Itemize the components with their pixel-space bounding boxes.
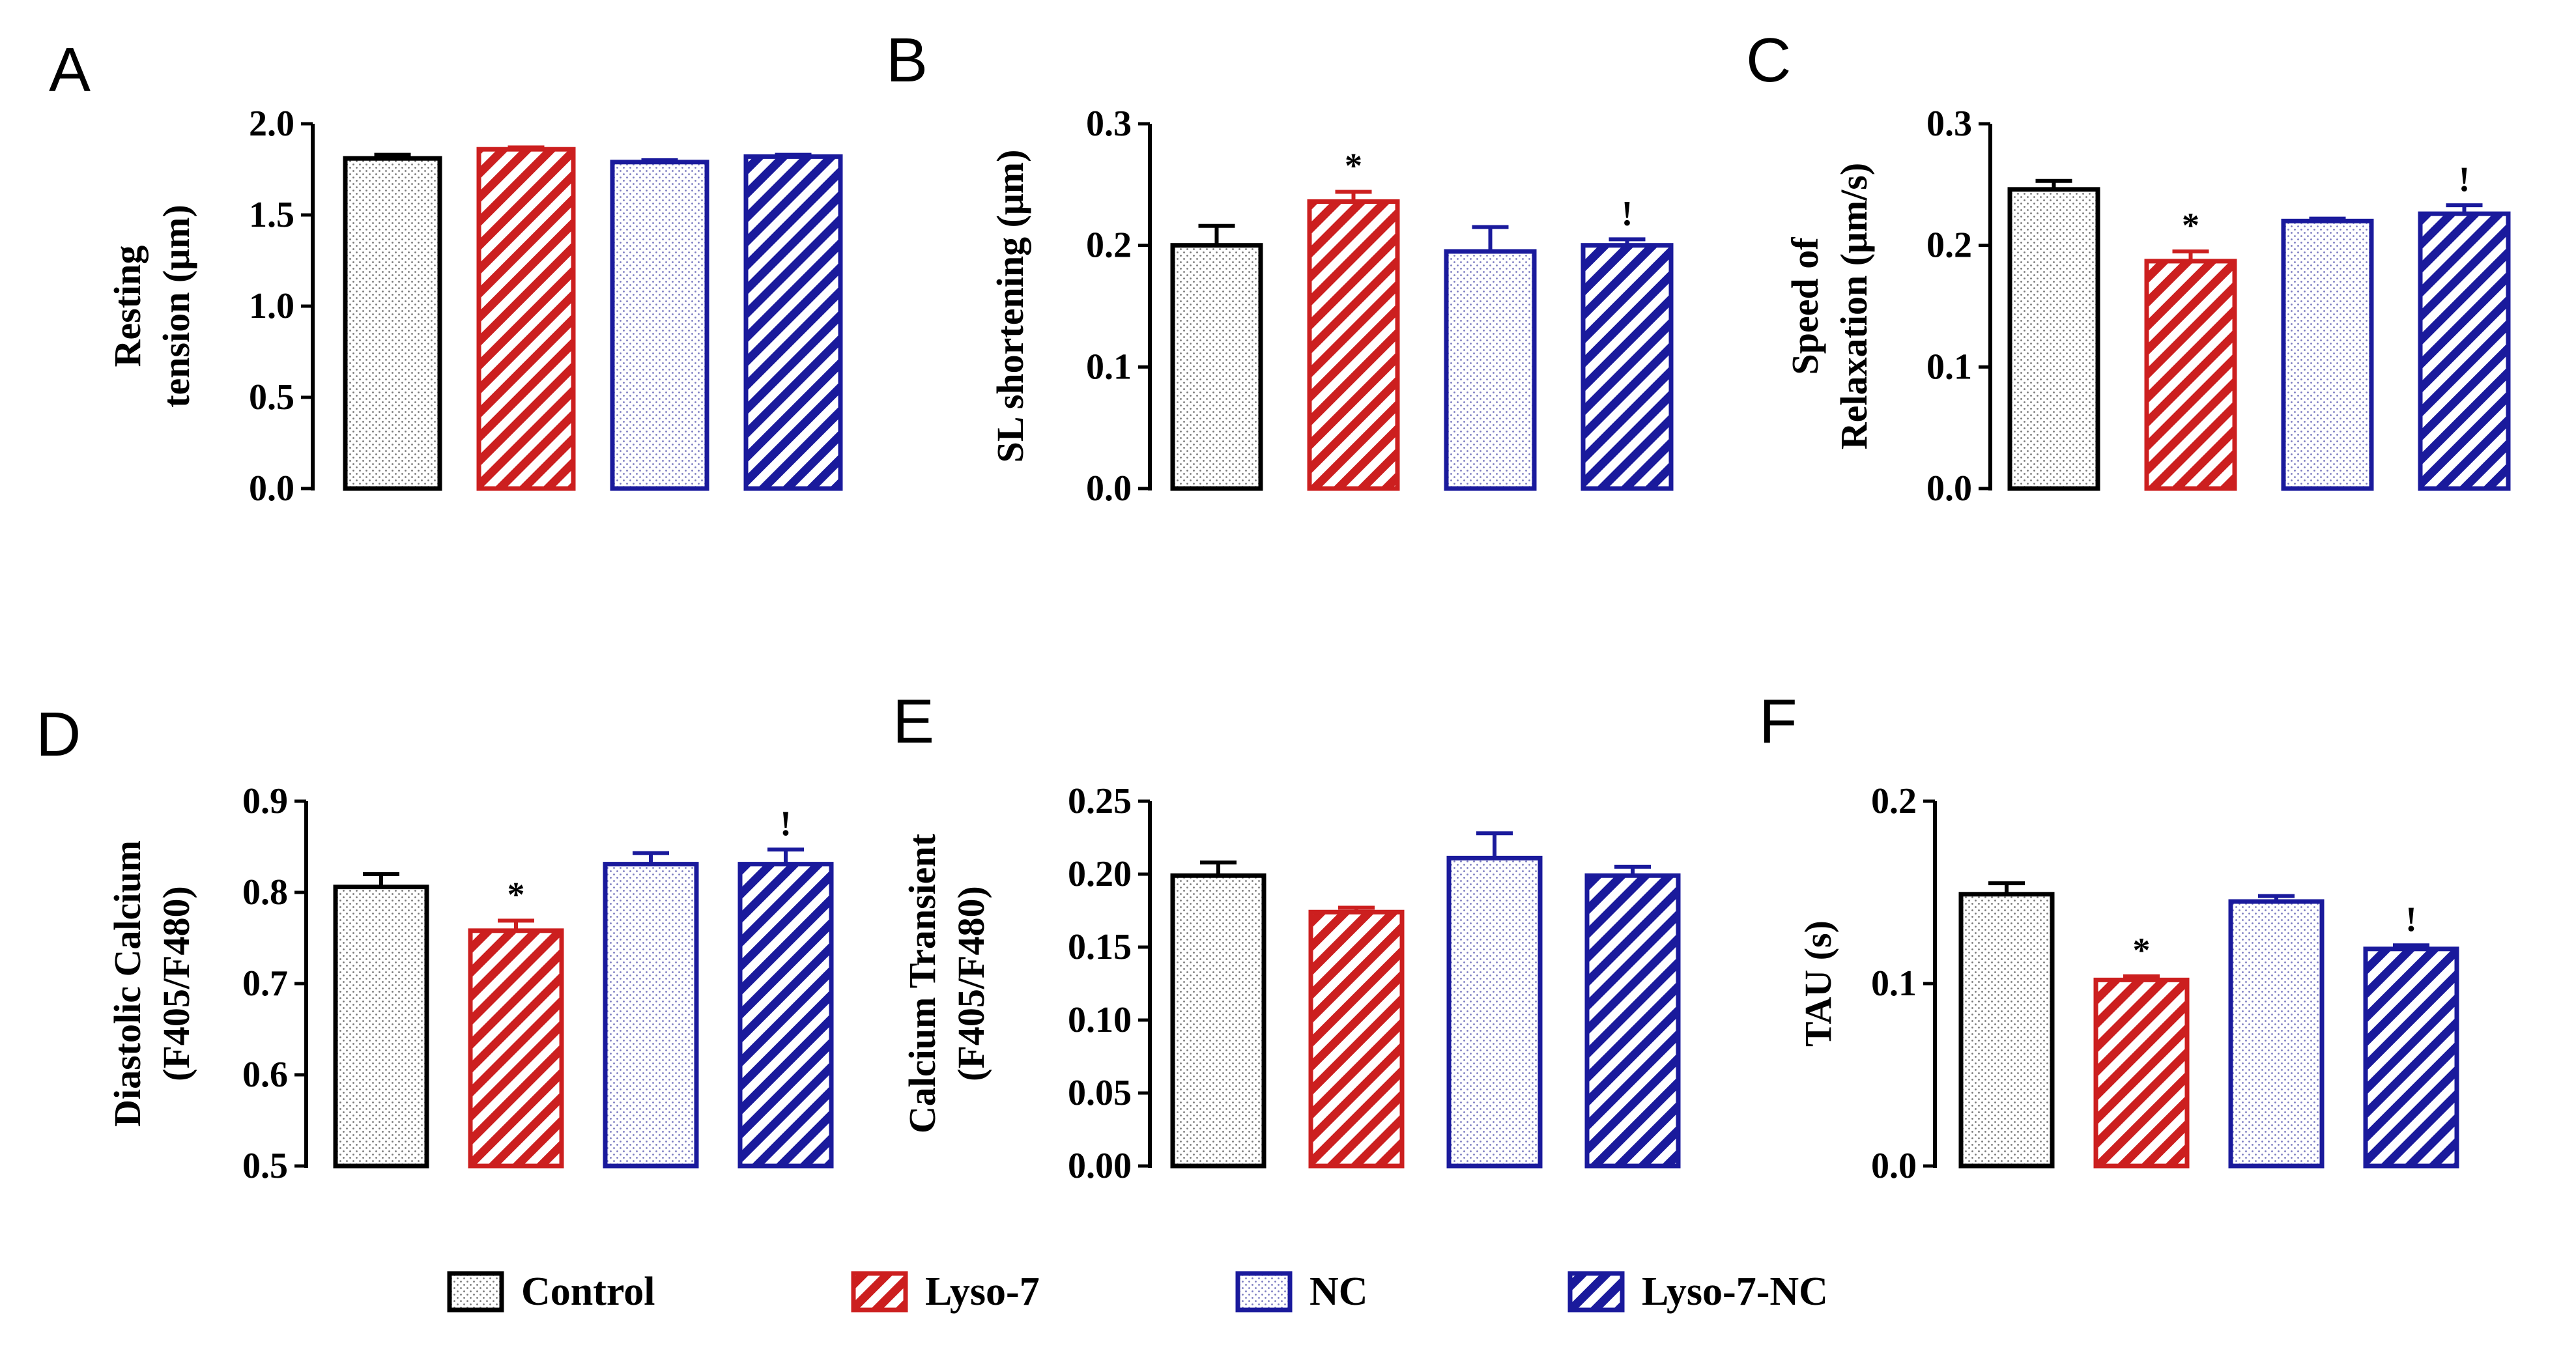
y-tick-label: 2.0 [249,104,294,144]
y-tick-label: 0.2 [1926,225,1972,266]
y-tick-label: 0.9 [242,781,288,821]
y-tick-label: 0.6 [242,1055,288,1095]
y-tick-label: 0.1 [1871,963,1917,1004]
panel-c: C 0.0 0.1 0.2 0.3 Speed of Relaxation (μm/s) *! [1746,25,2511,509]
bar-lyso-7-nc [2363,946,2459,1169]
bar-lyso-7 [1307,199,1400,491]
bar-control [333,885,429,1169]
bar-lyso-7-nc [743,154,843,491]
panel-letter: B [886,25,928,95]
y-axis-title: tension (μm) [155,205,197,408]
legend-item-control: Control [447,1270,655,1314]
y-tick-label: 0.1 [1926,347,1972,387]
y-tick-label: 1.5 [249,195,294,235]
y-axis-title: Diastolic Calcium [106,840,149,1127]
legend-swatch [1235,1271,1293,1313]
y-axis-title: (F405/F480) [155,886,197,1081]
significance-marker: ! [1622,193,1633,233]
significance-marker: * [508,875,525,914]
significance-marker: ! [2459,160,2470,199]
legend-item-lyso-7-nc: Lyso-7-NC [1567,1270,1828,1314]
panel-letter: E [893,687,934,756]
y-tick-label: 0.5 [249,377,294,418]
y-tick-label: 0.15 [1068,927,1132,967]
bar-nc [603,862,699,1169]
bar-control [1170,873,1267,1169]
y-axis-title: Relaxation (μm/s) [1833,163,1875,449]
bar-control [1170,243,1263,491]
bar-control [1958,892,2055,1169]
bar-lyso-7-nc [1584,873,1681,1169]
significance-marker: * [1345,147,1362,186]
bar-nc [1444,249,1537,491]
y-tick-label: 0.8 [242,872,288,913]
bar-nc [1446,855,1543,1169]
y-tick-label: 0.10 [1068,1000,1132,1040]
panel-b: B 0.0 0.1 0.2 0.3 SL shortening (μm) *! [886,25,1674,509]
panel-f: F 0.0 0.1 0.2 TAU (s) *! [1759,687,2459,1186]
bar-nc [610,160,709,491]
y-tick-label: 0.0 [249,468,294,509]
legend-label: NC [1309,1270,1368,1314]
legend: Control Lyso-7 NC Lyso-7-NC [447,1270,1828,1314]
bar-lyso-7 [476,147,576,491]
y-axis-title: (F405/F480) [950,886,992,1081]
y-tick-label: 0.0 [1871,1146,1917,1186]
bar-lyso-7 [2144,259,2237,491]
y-tick-label: 0.2 [1871,781,1917,821]
y-tick-label: 1.0 [249,286,294,326]
y-tick-label: 0.1 [1086,347,1132,387]
bar-control [343,156,442,491]
legend-item-nc: NC [1235,1270,1368,1314]
y-axis-title: Speed of [1784,237,1826,375]
y-tick-label: 0.7 [242,963,288,1004]
panel-a: A 0.0 0.5 1.0 1.5 2.0 Resting tension (μm) [49,35,843,509]
y-tick-label: 0.0 [1086,468,1132,509]
y-tick-label: 0.25 [1068,781,1132,821]
panel-letter: F [1759,687,1797,756]
legend-label: Lyso-7 [925,1270,1040,1314]
bar-lyso-7 [468,928,564,1169]
bar-nc [2281,218,2374,491]
bar-nc [2228,899,2325,1169]
y-tick-label: 0.20 [1068,854,1132,894]
panel-e: E 0.00 0.05 0.10 0.15 0.20 0.25 Calcium Transie… [893,687,1681,1186]
panel-d: D 0.5 0.6 0.7 0.8 0.9 Diastolic Calcium (F405/F… [36,700,834,1186]
significance-marker: ! [2405,900,2417,939]
legend-label: Lyso-7-NC [1642,1270,1828,1314]
legend-swatch [447,1271,504,1313]
panel-letter: A [49,35,91,105]
bar-lyso-7-nc [737,862,834,1169]
bar-lyso-7 [1308,909,1405,1169]
significance-marker: ! [780,804,792,843]
legend-item-lyso-7: Lyso-7 [851,1270,1040,1314]
bar-lyso-7 [2093,977,2190,1169]
y-tick-label: 0.3 [1926,104,1972,144]
legend-label: Control [521,1270,655,1314]
significance-marker: * [2133,931,2151,970]
legend-swatch [851,1271,908,1313]
bar-lyso-7-nc [2418,211,2511,491]
bar-lyso-7-nc [1581,243,1674,491]
panel-letter: C [1746,25,1791,95]
legend-swatch [1567,1271,1625,1313]
y-tick-label: 0.3 [1086,104,1132,144]
y-axis-title: Calcium Transient [901,833,943,1133]
y-tick-label: 0.05 [1068,1073,1132,1113]
panel-letter: D [36,700,81,769]
y-tick-label: 0.2 [1086,225,1132,266]
y-axis-title: Resting [106,246,149,367]
significance-marker: * [2182,206,2199,245]
y-axis-title: TAU (s) [1797,920,1839,1047]
y-tick-label: 0.0 [1926,468,1972,509]
y-axis-title: SL shortening (μm) [989,150,1031,463]
y-tick-label: 0.5 [242,1146,288,1186]
y-tick-label: 0.00 [1068,1146,1132,1186]
bar-control [2007,187,2100,491]
